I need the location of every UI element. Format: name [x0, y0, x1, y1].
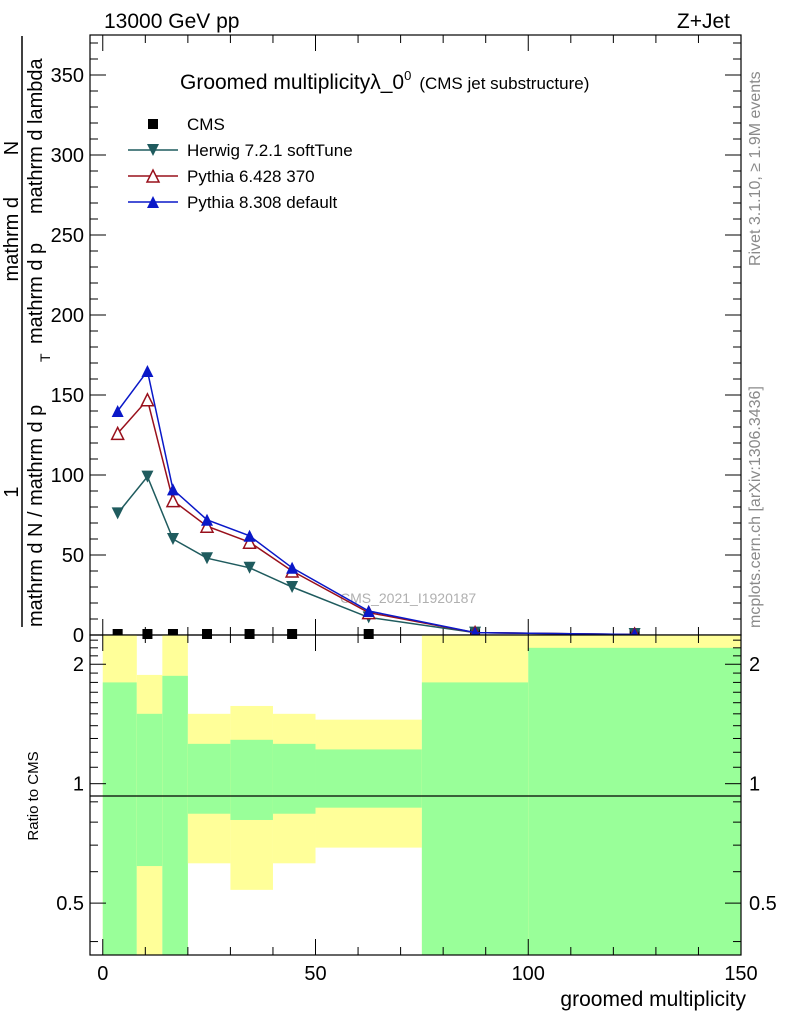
main-series [110, 365, 642, 641]
main-ylabel: 1 mathrm d N mathrm d N / mathrm d p T m… [1, 36, 53, 627]
series-line [117, 475, 635, 636]
legend-item: Herwig 7.2.1 softTune [128, 141, 353, 160]
data-point [112, 629, 123, 639]
legend-marker [147, 196, 159, 208]
y-tick-label: 100 [51, 465, 84, 487]
y-tick-label: 350 [51, 65, 84, 87]
ratio-y-tick-label-right: 1 [749, 774, 760, 796]
legend-item: Pythia 6.428 370 [128, 167, 315, 186]
data-point [244, 629, 255, 639]
ratio-inner-band [162, 675, 188, 955]
ylabel-denominator: mathrm d N / mathrm d p [25, 405, 47, 627]
y-tick-label: 150 [51, 385, 84, 407]
ratio-inner-band [136, 713, 163, 867]
data-point [202, 629, 213, 639]
ratio-axis-ticks: 0.5 0.5 1 1 2 2 [56, 635, 777, 955]
data-point [166, 533, 179, 545]
ratio-y-tick-label: 0.5 [56, 893, 84, 915]
ylabel-pt-sub: T [37, 353, 53, 362]
y-tick-label: 200 [51, 305, 84, 327]
energy-label: 13000 GeV pp [104, 10, 239, 33]
ratio-inner-band [315, 749, 422, 808]
ratio-frame [89, 634, 742, 956]
legend-item: CMS [148, 115, 225, 134]
chart-title: Groomed multiplicityλ_00 (CMS jet substru… [180, 68, 589, 94]
data-point [165, 492, 181, 508]
data-point [362, 605, 375, 617]
ratio-inner-band [421, 682, 529, 955]
data-point [243, 529, 256, 542]
ratio-inner-band [528, 647, 741, 955]
rivet-label: Rivet 3.1.10, ≥ 1.9M events [747, 71, 764, 266]
chart-title-superscript: 0 [404, 68, 411, 83]
ratio-inner-band [187, 743, 231, 814]
ratio-inner-band [230, 739, 273, 820]
x-tick-labels: 0 50 100 150 [97, 963, 757, 985]
data-point [141, 470, 154, 483]
legend-marker [145, 168, 161, 183]
legend-label: Herwig 7.2.1 softTune [187, 141, 353, 160]
ratio-panel: 0.5 0.5 1 1 2 2 [56, 634, 777, 956]
legend-marker [148, 119, 158, 129]
legend: CMS Herwig 7.2.1 softTune Pythia 6.428 370… [128, 115, 353, 212]
ylabel-dN: mathrm d [1, 197, 23, 281]
ylabel-one: 1 [1, 486, 23, 497]
data-point [201, 552, 214, 565]
data-point [111, 507, 124, 520]
ylabel-N: N [1, 141, 23, 155]
ratio-ylabel: Ratio to CMS [25, 751, 42, 840]
data-point [110, 425, 125, 441]
data-point [363, 629, 374, 639]
data-point [140, 392, 155, 407]
x-tick-label: 100 [512, 963, 545, 985]
ratio-inner-band [102, 682, 137, 955]
main-axis-ticks: 0 50 100 150 200 250 300 350 [51, 35, 742, 647]
watermark: CMS_2021_I1920187 [340, 590, 476, 606]
ratio-y-tick-label-right: 2 [749, 654, 760, 676]
ratio-y-tick-label: 1 [73, 774, 84, 796]
data-point [141, 365, 154, 377]
legend-label: Pythia 6.428 370 [187, 167, 315, 186]
mcplots-label: mcplots.cern.ch [arXiv:1306.3436] [747, 386, 764, 628]
data-point [111, 405, 124, 417]
data-point [287, 629, 298, 639]
ratio-y-tick-label-right: 0.5 [749, 893, 777, 915]
y-tick-label: 300 [51, 145, 84, 167]
x-tick-label: 150 [724, 963, 757, 985]
data-point [201, 513, 214, 526]
legend-label: CMS [187, 115, 225, 134]
process-label: Z+Jet [677, 10, 730, 33]
y-tick-label: 0 [73, 625, 84, 647]
x-tick-label: 50 [304, 963, 326, 985]
ratio-bands [102, 635, 741, 955]
legend-item: Pythia 8.308 default [128, 193, 338, 212]
x-tick-label: 0 [97, 963, 108, 985]
data-point [242, 534, 257, 549]
ratio-inner-band [272, 743, 316, 814]
legend-label: Pythia 8.308 default [187, 193, 338, 212]
data-point [199, 518, 215, 533]
y-tick-label: 50 [62, 545, 84, 567]
chart-title-main: Groomed multiplicityλ_0 [180, 71, 404, 94]
data-point [243, 561, 256, 574]
data-point [286, 561, 299, 574]
data-point [142, 629, 153, 639]
ylabel-dpt: mathrm d p [25, 243, 47, 344]
data-point [286, 581, 299, 593]
data-point [167, 629, 178, 639]
ylabel-dlambda: mathrm d lambda [25, 58, 47, 214]
ratio-y-tick-label: 2 [73, 654, 84, 676]
data-point [166, 483, 179, 496]
chart-subtitle: (CMS jet substructure) [419, 74, 589, 93]
legend-marker [147, 144, 159, 156]
x-axis-label: groomed multiplicity [560, 988, 746, 1011]
y-tick-label: 250 [51, 225, 84, 247]
